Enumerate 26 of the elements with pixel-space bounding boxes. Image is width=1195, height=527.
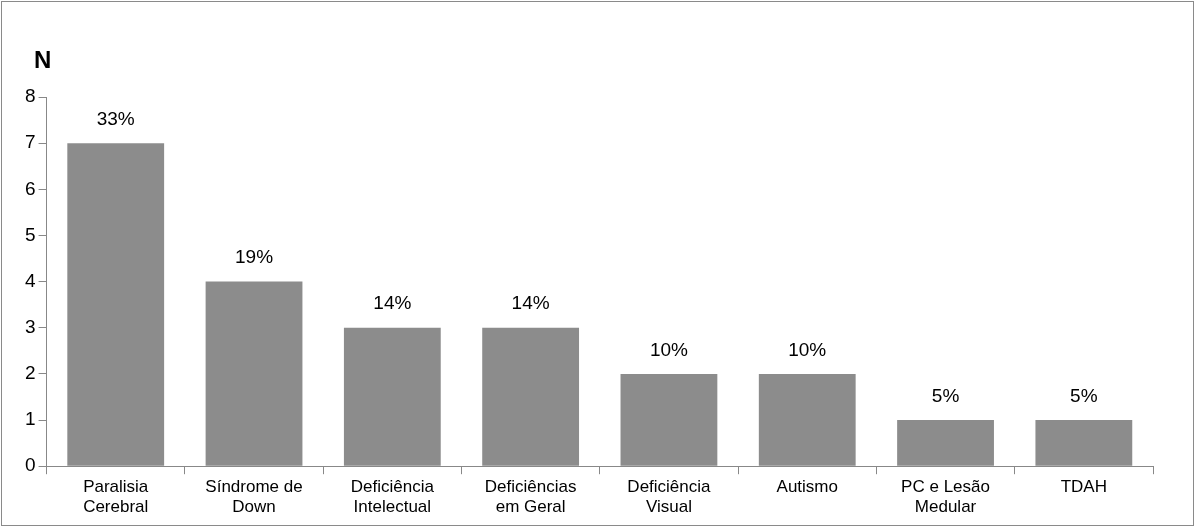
annotation: 14% [511, 292, 550, 314]
annotation: 10% [649, 338, 689, 360]
y-tick-label: 1 [24, 408, 36, 430]
x-tick-label: Deficiência Visual [627, 477, 712, 517]
y-tick-label: 6 [24, 177, 36, 199]
annotation: 5% [1070, 384, 1098, 406]
x-tick-label: Síndrome de Down [205, 477, 303, 517]
annotation: 33% [96, 107, 135, 129]
x-tick-label: Deficiências em Geral [484, 477, 577, 517]
annotation: 19% [235, 246, 274, 268]
annotation: 14% [373, 292, 412, 314]
x-tick-label: Autismo [776, 477, 838, 497]
annotation: 10% [788, 338, 827, 360]
y-tick-label: 7 [24, 131, 36, 153]
annotation: 5% [931, 384, 960, 406]
y-tick-label: 0 [24, 454, 36, 476]
y-axis-title: N [34, 46, 52, 73]
y-tick-label: 4 [24, 269, 36, 291]
y-tick-label: 3 [24, 315, 36, 337]
x-tick-label: Deficiência Intelectual [350, 477, 435, 517]
x-tick-label: Paralisia Cerebral [83, 477, 149, 517]
x-tick-label: TDAH [1060, 477, 1107, 497]
y-tick-label: 8 [24, 85, 36, 107]
y-tick-label: 2 [24, 362, 36, 384]
x-tick-label: PC e Lesão Medular [901, 477, 990, 517]
y-tick-label: 5 [24, 223, 36, 245]
